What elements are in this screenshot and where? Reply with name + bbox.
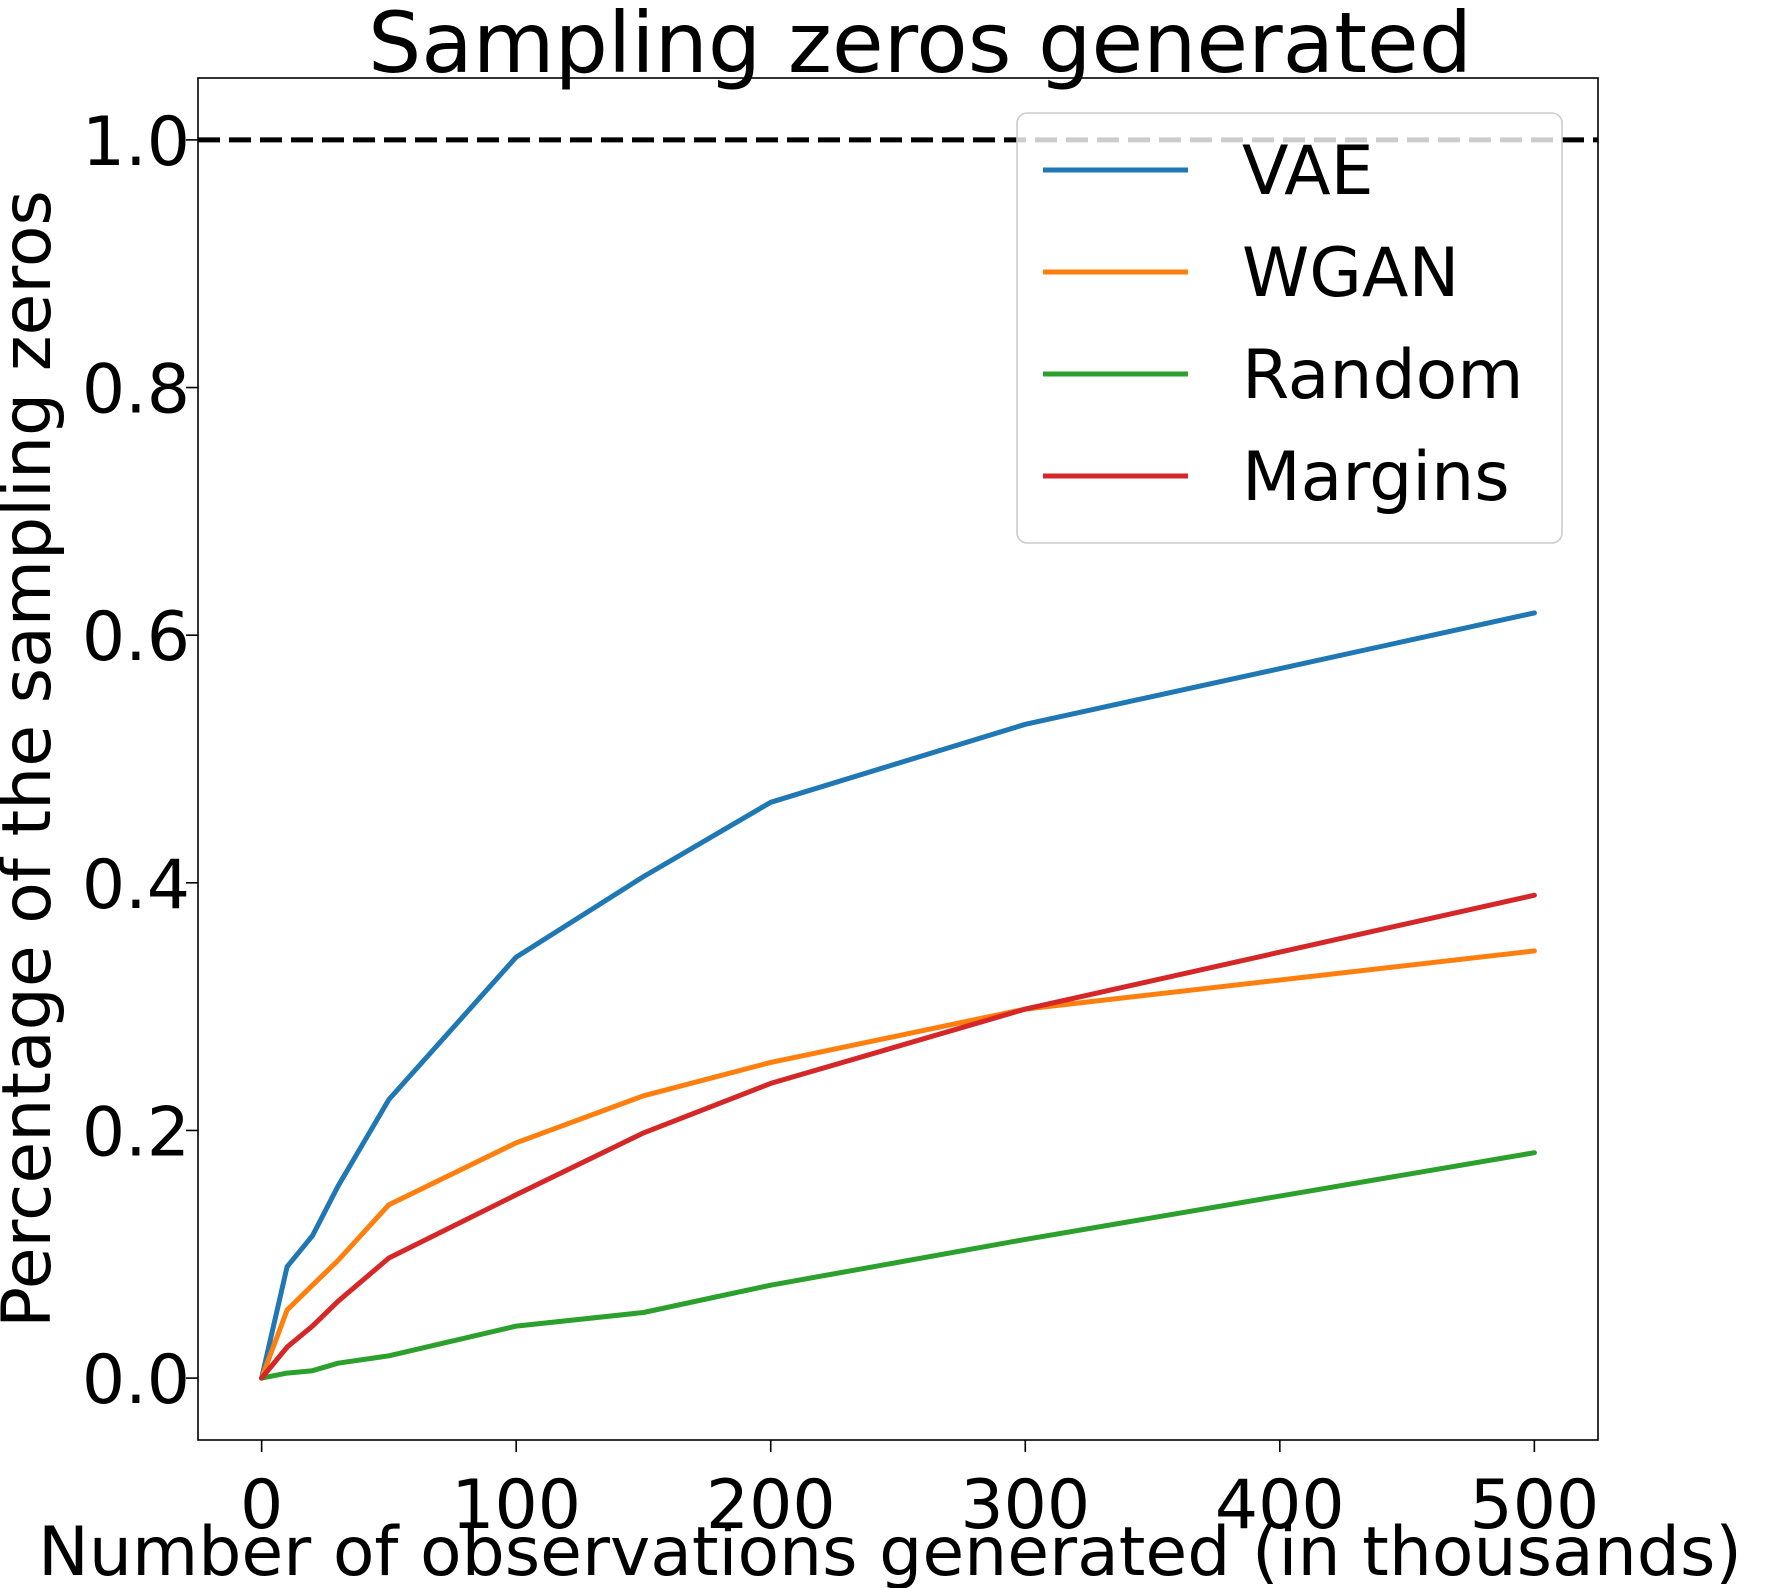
x-tick-label: 0 bbox=[240, 1466, 283, 1545]
series-line-margins bbox=[259, 892, 1537, 1381]
x-axis-label: Number of observations generated (in tho… bbox=[38, 1513, 1742, 1588]
plot-frame bbox=[197, 77, 1599, 1441]
y-tick-label: 1.0 bbox=[82, 103, 190, 182]
y-tick-label: 0.2 bbox=[82, 1093, 190, 1172]
series-line-wgan bbox=[259, 948, 1537, 1381]
y-tick-label: 0.8 bbox=[82, 351, 190, 430]
y-tick-label: 0.4 bbox=[82, 846, 190, 925]
y-tick-label: 0.6 bbox=[82, 598, 190, 677]
legend-box bbox=[1016, 112, 1563, 544]
series-line-vae bbox=[259, 610, 1537, 1381]
y-tick-label: 0.0 bbox=[82, 1341, 190, 1420]
legend-label-random: Random bbox=[1242, 336, 1524, 415]
legend: VAE WGAN Random Margins bbox=[1016, 112, 1563, 544]
chart-title: Sampling zeros generated bbox=[368, 0, 1472, 92]
y-axis: 0.0 0.2 0.4 0.6 0.8 1.0 bbox=[82, 103, 198, 1420]
x-axis: 0 100 200 300 400 500 bbox=[240, 1440, 1599, 1545]
legend-label-vae: VAE bbox=[1242, 132, 1374, 211]
x-tick-label: 100 bbox=[451, 1466, 581, 1545]
y-axis-label: Percentage of the sampling zeros bbox=[0, 190, 67, 1328]
x-tick-label: 300 bbox=[960, 1466, 1090, 1545]
legend-label-margins: Margins bbox=[1242, 438, 1510, 517]
legend-label-wgan: WGAN bbox=[1242, 234, 1459, 313]
series-line-random bbox=[259, 1150, 1537, 1381]
x-tick-label: 200 bbox=[706, 1466, 836, 1545]
x-tick-label: 500 bbox=[1469, 1466, 1599, 1545]
x-tick-label: 400 bbox=[1215, 1466, 1345, 1545]
